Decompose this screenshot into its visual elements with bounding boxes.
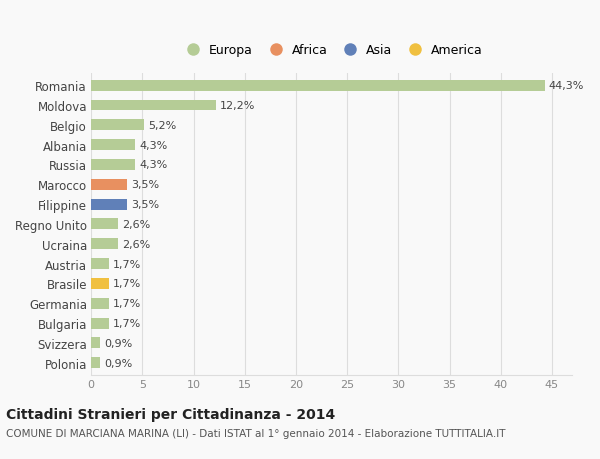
- Text: COMUNE DI MARCIANA MARINA (LI) - Dati ISTAT al 1° gennaio 2014 - Elaborazione TU: COMUNE DI MARCIANA MARINA (LI) - Dati IS…: [6, 428, 505, 438]
- Text: Cittadini Stranieri per Cittadinanza - 2014: Cittadini Stranieri per Cittadinanza - 2…: [6, 407, 335, 421]
- Text: 4,3%: 4,3%: [139, 140, 167, 150]
- Text: 1,7%: 1,7%: [113, 319, 141, 328]
- Bar: [91, 318, 109, 329]
- Bar: [91, 120, 145, 131]
- Text: 3,5%: 3,5%: [131, 180, 159, 190]
- Text: 12,2%: 12,2%: [220, 101, 256, 111]
- Bar: [91, 239, 118, 250]
- Bar: [91, 199, 127, 210]
- Bar: [91, 278, 109, 289]
- Bar: [91, 140, 135, 151]
- Text: 44,3%: 44,3%: [549, 81, 584, 91]
- Text: 3,5%: 3,5%: [131, 200, 159, 210]
- Text: 0,9%: 0,9%: [104, 338, 133, 348]
- Text: 2,6%: 2,6%: [122, 219, 150, 230]
- Bar: [91, 338, 100, 348]
- Bar: [91, 179, 127, 190]
- Bar: [91, 258, 109, 269]
- Text: 0,9%: 0,9%: [104, 358, 133, 368]
- Text: 4,3%: 4,3%: [139, 160, 167, 170]
- Text: 5,2%: 5,2%: [149, 121, 177, 130]
- Bar: [91, 358, 100, 369]
- Bar: [91, 219, 118, 230]
- Text: 1,7%: 1,7%: [113, 279, 141, 289]
- Legend: Europa, Africa, Asia, America: Europa, Africa, Asia, America: [181, 44, 483, 57]
- Bar: [91, 80, 545, 91]
- Bar: [91, 298, 109, 309]
- Bar: [91, 101, 216, 111]
- Text: 1,7%: 1,7%: [113, 299, 141, 308]
- Text: 1,7%: 1,7%: [113, 259, 141, 269]
- Bar: [91, 160, 135, 171]
- Text: 2,6%: 2,6%: [122, 239, 150, 249]
